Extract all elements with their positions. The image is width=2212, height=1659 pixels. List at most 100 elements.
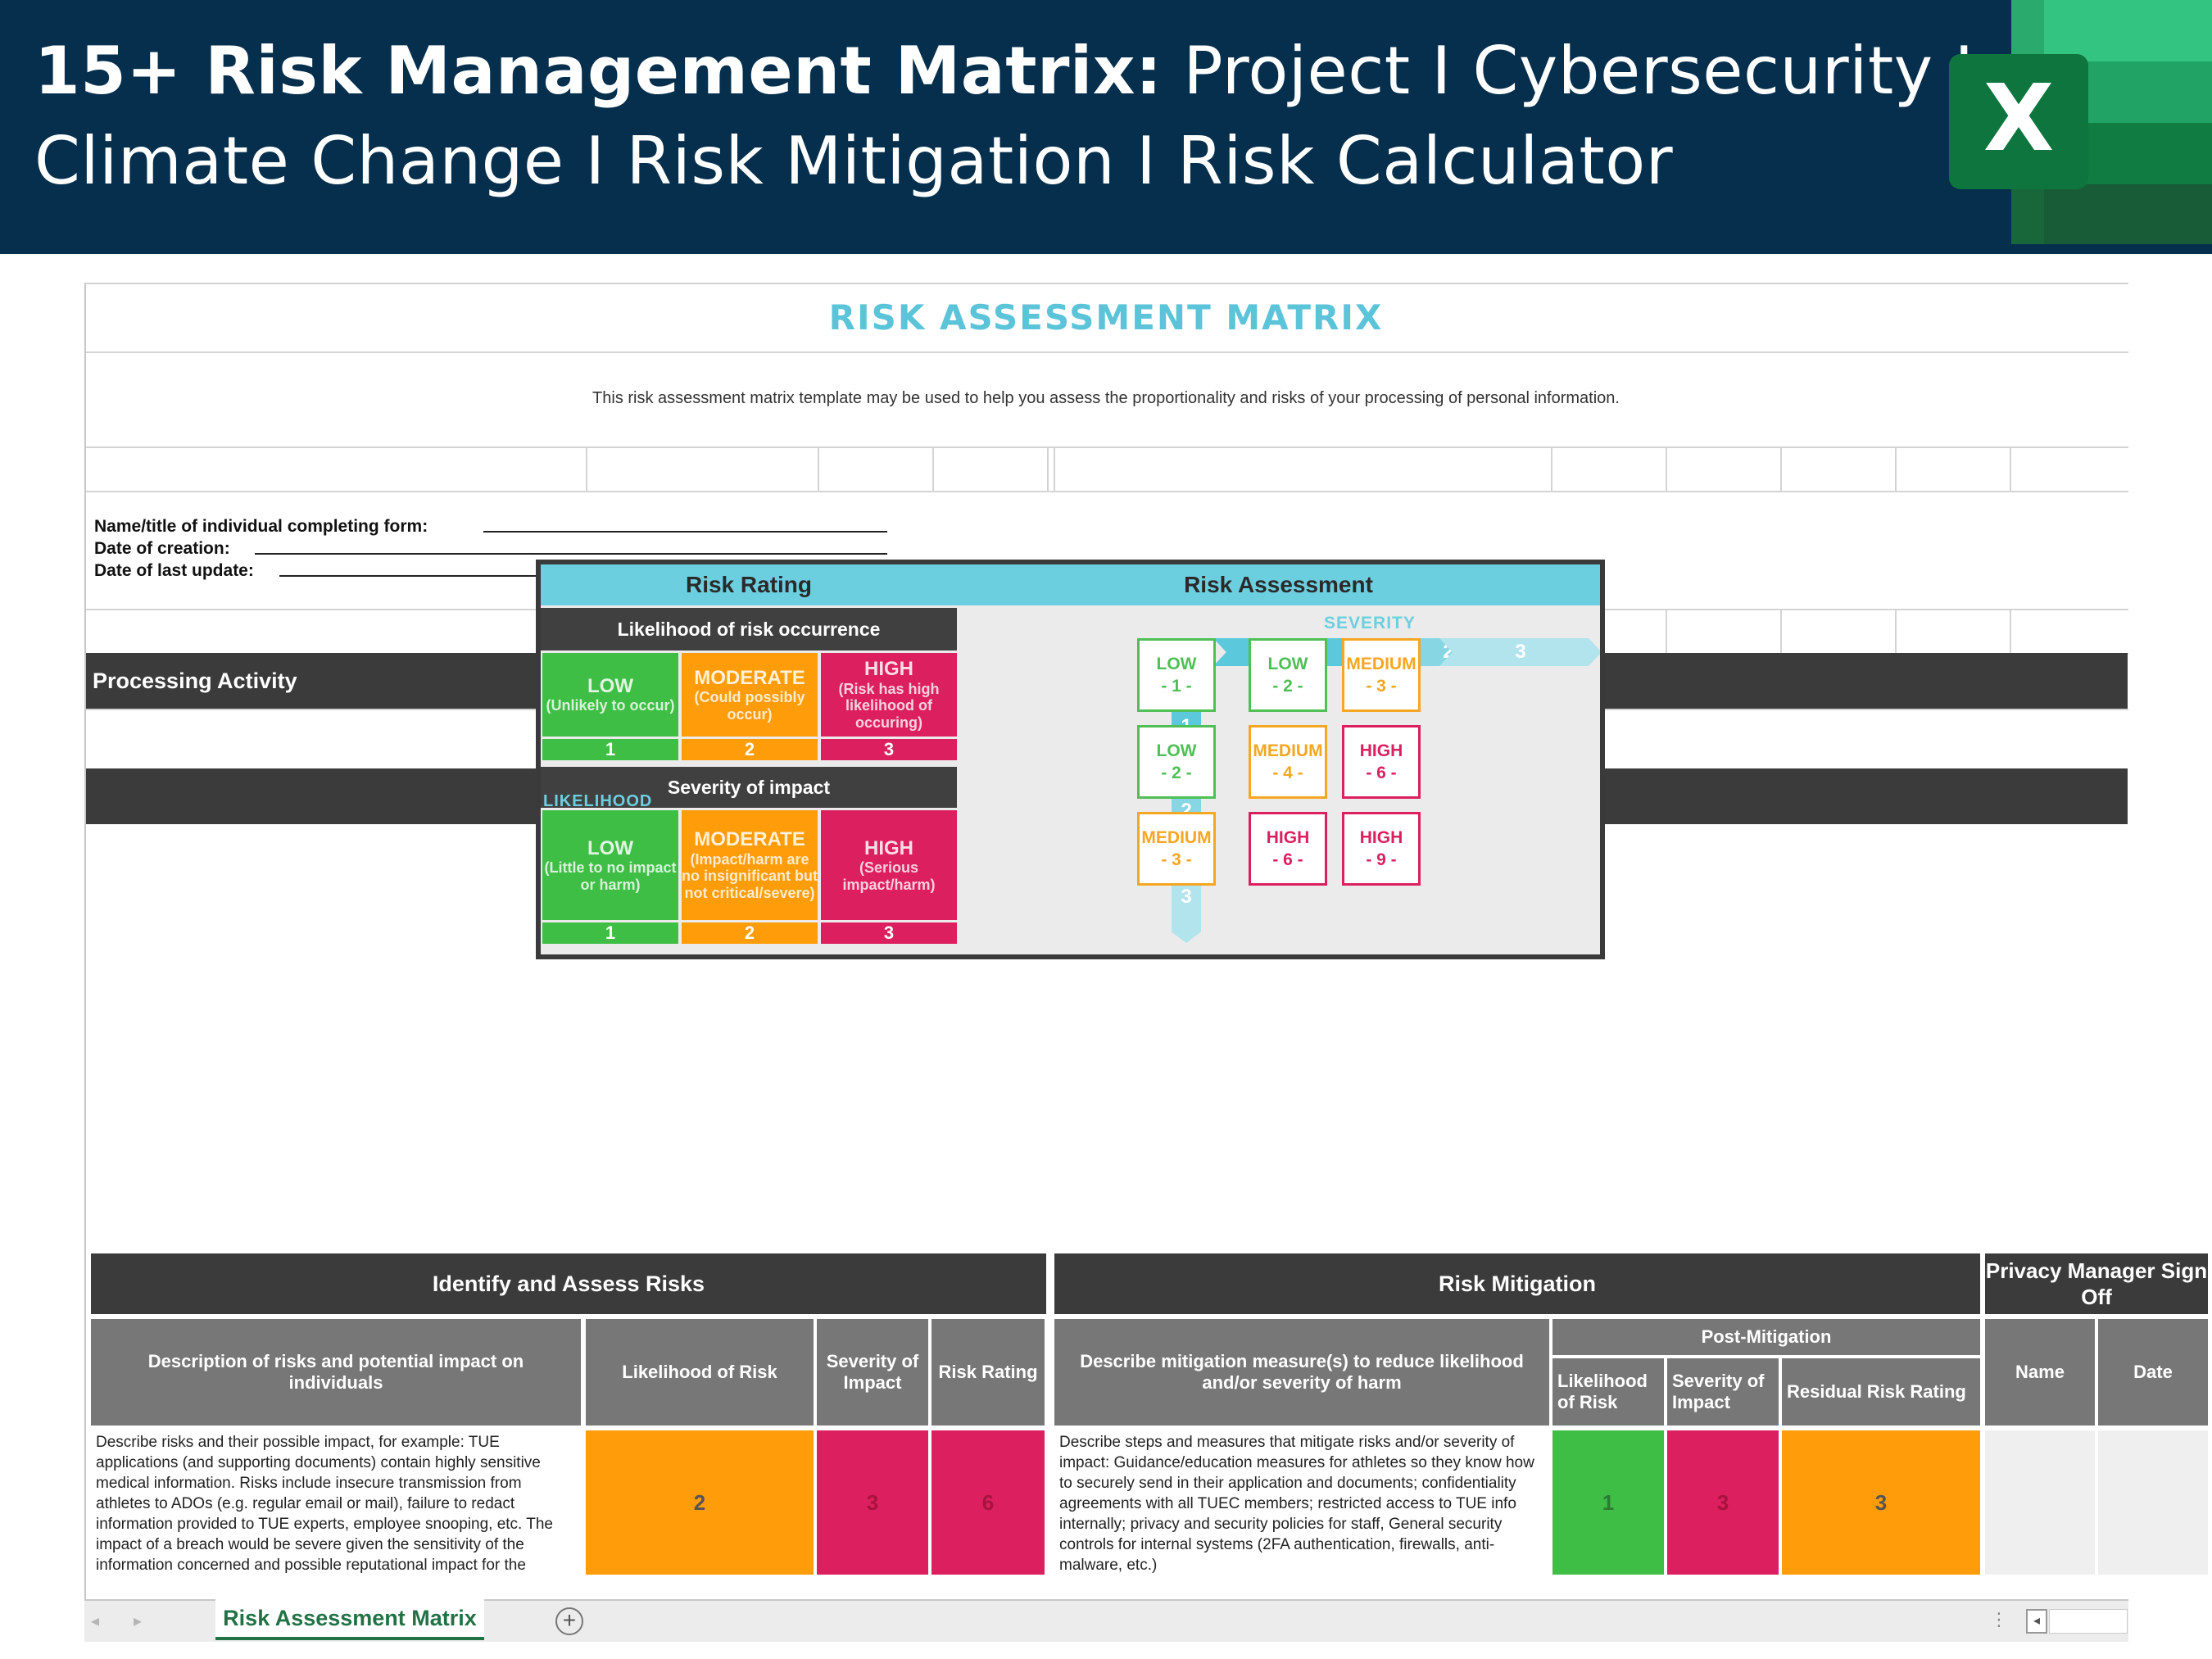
row-rating[interactable]: 6	[931, 1430, 1045, 1575]
likelihood-high-num: 3	[821, 739, 957, 760]
horizontal-scrollbar[interactable]	[2049, 1609, 2128, 1634]
col-residual: Residual Risk Rating	[1782, 1358, 1980, 1426]
col-post-likelihood: Likelihood of Risk	[1552, 1358, 1664, 1426]
name-title-line[interactable]	[483, 531, 887, 533]
col-date: Date	[2098, 1319, 2208, 1426]
grid-cell-1-3: MEDIUM - 3 -	[1342, 638, 1421, 712]
likelihood-low-desc: (Unlikely to occur)	[546, 697, 675, 714]
plus-circle-icon[interactable]: +	[555, 1607, 583, 1635]
grid-cell-3-1: MEDIUM - 3 -	[1137, 812, 1216, 886]
sheet-tab-bar: ◂ ▸ Risk Assessment Matrix + ⋮ ◂	[84, 1599, 2128, 1642]
grid-cell-value: - 6 -	[1272, 850, 1303, 869]
grid-cell-label: HIGH	[1266, 827, 1310, 847]
likelihood-low: LOW (Unlikely to occur)	[542, 653, 678, 737]
row-severity[interactable]: 3	[817, 1430, 928, 1575]
grid-cell-3-2: HIGH - 6 -	[1249, 812, 1327, 886]
grid-cell-value: - 4 -	[1272, 764, 1303, 782]
severity-moderate-name: MODERATE	[694, 828, 805, 851]
severity-low: LOW (Little to no impact or harm)	[542, 810, 678, 920]
likelihood-title: Likelihood of risk occurrence	[541, 608, 957, 650]
severity-high-num: 3	[821, 922, 957, 944]
grid-cell-value: - 9 -	[1366, 850, 1397, 869]
severity-low-name: LOW	[587, 836, 633, 859]
grid-cell-value: - 1 -	[1161, 677, 1192, 696]
likelihood-axis-label: LIKELIHOOD	[543, 792, 653, 810]
likelihood-high: HIGH (Risk has high likelihood of occuri…	[821, 653, 957, 737]
banner: 15+ Risk Management Matrix: Project I Cy…	[0, 0, 2212, 254]
severity-moderate-desc: (Impact/harm are no insignificant but no…	[682, 850, 818, 902]
col-rating: Risk Rating	[931, 1319, 1045, 1426]
row-description[interactable]: Describe risks and their possible impact…	[96, 1434, 553, 1575]
banner-title-line-1: 15+ Risk Management Matrix: Project I Cy…	[34, 33, 1974, 109]
more-options-icon[interactable]: ⋮	[1990, 1609, 2008, 1630]
risk-table: Identify and Assess Risks Risk Mitigatio…	[86, 1252, 2208, 1580]
severity-high-name: HIGH	[864, 836, 913, 859]
severity-high: HIGH (Serious impact/harm)	[821, 810, 957, 920]
grid-cell-value: - 6 -	[1366, 764, 1397, 782]
excel-logo-icon: X	[1949, 0, 2212, 244]
grid-cell-label: LOW	[1267, 654, 1308, 673]
severity-moderate-num: 2	[682, 922, 818, 944]
row-mitigation[interactable]: Describe steps and measures that mitigat…	[1059, 1434, 1534, 1575]
severity-high-desc: (Serious impact/harm)	[842, 859, 936, 893]
grid-cell-value: - 3 -	[1161, 850, 1192, 869]
grid-cell-2-3: HIGH - 6 -	[1342, 725, 1421, 799]
grid-cell-label: MEDIUM	[1253, 741, 1323, 760]
risk-mitigation-header: Risk Mitigation	[1054, 1253, 1980, 1314]
grid-cell-2-1: LOW - 2 -	[1137, 725, 1216, 799]
date-update-label: Date of last update:	[94, 561, 254, 580]
matrix-description: This risk assessment matrix template may…	[592, 389, 1620, 407]
col-description: Description of risks and potential impac…	[91, 1319, 581, 1426]
row-name[interactable]	[1985, 1430, 2095, 1575]
severity-title: Severity of impact	[541, 767, 957, 808]
grid-cell-label: MEDIUM	[1141, 827, 1212, 847]
likelihood-moderate: MODERATE (Could possibly occur)	[682, 653, 818, 737]
grid-cell-value: - 2 -	[1161, 764, 1192, 782]
row-residual[interactable]: 3	[1782, 1430, 1980, 1575]
banner-title-line-2: Climate Change I Risk Mitigation I Risk …	[34, 123, 1674, 199]
likelihood-moderate-name: MODERATE	[694, 666, 805, 689]
tab-scroll-left-icon[interactable]: ◂	[91, 1612, 100, 1630]
grid-cell-label: LOW	[1156, 741, 1197, 760]
likelihood-high-name: HIGH	[864, 658, 913, 681]
severity-step-3: 3	[1439, 638, 1600, 666]
banner-title-bold: 15+ Risk Management Matrix:	[34, 33, 1163, 109]
tab-scroll-right-icon[interactable]: ▸	[134, 1612, 143, 1630]
grid-cell-value: - 2 -	[1272, 677, 1303, 696]
date-creation-label: Date of creation:	[94, 539, 230, 558]
likelihood-high-desc: (Risk has high likelihood of occuring)	[838, 680, 940, 732]
row-date[interactable]	[2098, 1430, 2208, 1575]
row-post-likelihood[interactable]: 1	[1552, 1430, 1664, 1575]
severity-axis-label: SEVERITY	[1324, 614, 1416, 632]
post-mitigation-header: Post-Mitigation	[1552, 1319, 1980, 1355]
col-likelihood: Likelihood of Risk	[586, 1319, 814, 1426]
svg-text:X: X	[1983, 66, 2054, 172]
name-title-label: Name/title of individual completing form…	[94, 517, 428, 536]
likelihood-low-num: 1	[542, 739, 678, 760]
severity-low-desc: (Little to no impact or harm)	[544, 859, 677, 893]
severity-moderate: MODERATE (Impact/harm are no insignifica…	[682, 810, 818, 920]
matrix-title: RISK ASSESSMENT MATRIX	[828, 297, 1384, 338]
grid-cell-label: LOW	[1156, 654, 1197, 673]
banner-title-rest: Project I Cybersecurity I	[1162, 33, 1974, 109]
col-mitigation: Describe mitigation measure(s) to reduce…	[1054, 1319, 1549, 1426]
date-creation-line[interactable]	[255, 553, 887, 555]
identify-assess-header: Identify and Assess Risks	[91, 1253, 1046, 1314]
likelihood-moderate-num: 2	[682, 739, 818, 760]
col-name: Name	[1985, 1319, 2095, 1426]
grid-cell-2-2: MEDIUM - 4 -	[1249, 725, 1327, 799]
grid-cell-1-1: LOW - 1 -	[1137, 638, 1216, 712]
tab-risk-assessment-matrix[interactable]: Risk Assessment Matrix	[215, 1599, 484, 1640]
grid-cell-label: MEDIUM	[1346, 654, 1416, 673]
likelihood-low-name: LOW	[587, 674, 633, 697]
risk-rating-key: Risk Rating Risk Assessment Likelihood o…	[536, 560, 1605, 959]
grid-cell-label: HIGH	[1359, 827, 1403, 847]
processing-activity-label: Processing Activity	[86, 653, 584, 709]
grid-cell-1-2: LOW - 2 -	[1249, 638, 1327, 712]
likelihood-moderate-desc: (Could possibly occur)	[694, 689, 805, 723]
row-post-severity[interactable]: 3	[1667, 1430, 1779, 1575]
row-likelihood[interactable]: 2	[586, 1430, 814, 1575]
scroll-left-arrow-icon[interactable]: ◂	[2026, 1609, 2047, 1634]
col-severity: Severity of Impact	[817, 1319, 928, 1426]
severity-low-num: 1	[542, 922, 678, 944]
